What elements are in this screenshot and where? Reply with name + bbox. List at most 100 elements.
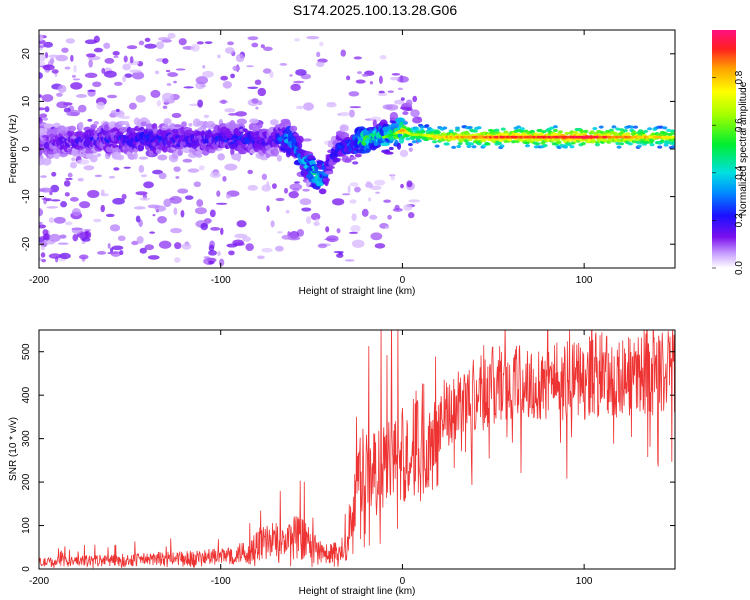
heatmap-cell	[411, 140, 417, 144]
heatmap-noise-cell	[225, 194, 232, 199]
heatmap-noise-cell	[247, 184, 258, 191]
heatmap-cell	[289, 125, 298, 132]
heatmap-cell	[349, 156, 357, 160]
heatmap-noise-cell	[48, 217, 55, 224]
heatmap-noise-cell	[106, 94, 118, 99]
heatmap-noise-cell	[377, 92, 388, 97]
heatmap-cell	[260, 156, 268, 161]
heatmap-cell	[671, 145, 675, 149]
heatmap-x-tick-label: -200	[29, 275, 49, 286]
heatmap-noise-cell	[39, 53, 46, 62]
chart-title: S174.2025.100.13.28.G06	[292, 2, 458, 18]
heatmap-noise-cell	[168, 197, 176, 201]
heatmap-noise-cell	[104, 57, 115, 64]
heatmap-noise-cell	[261, 173, 268, 181]
heatmap-cell	[295, 135, 304, 144]
heatmap-noise-cell	[365, 182, 374, 188]
heatmap-noise-cell	[50, 199, 61, 202]
heatmap-noise-cell	[183, 86, 194, 89]
heatmap-cell	[556, 145, 562, 150]
heatmap-noise-cell	[41, 94, 54, 102]
heatmap-noise-cell	[397, 87, 404, 91]
heatmap-cell	[145, 123, 154, 130]
heatmap-cell	[467, 125, 473, 130]
snr-x-tick-label: 0	[400, 576, 406, 587]
heatmap-noise-cell	[42, 64, 55, 71]
heatmap-noise-cell	[43, 41, 53, 48]
heatmap-noise-cell	[39, 34, 44, 42]
heatmap-noise-cell	[64, 192, 70, 197]
heatmap-cell	[389, 111, 399, 121]
heatmap-noise-cell	[69, 197, 79, 202]
heatmap-noise-cell	[290, 83, 301, 92]
heatmap-noise-cell	[42, 117, 49, 121]
heatmap-y-tick-label: 10	[21, 95, 32, 107]
heatmap-noise-cell	[41, 197, 53, 201]
heatmap-cell	[133, 151, 138, 160]
heatmap-noise-cell	[144, 244, 154, 251]
heatmap-cell	[516, 125, 522, 129]
heatmap-noise-cell	[294, 181, 301, 184]
heatmap-cell	[663, 143, 669, 147]
heatmap-noise-cell	[87, 190, 100, 199]
snr-line	[39, 330, 675, 569]
heatmap-noise-cell	[39, 117, 43, 124]
heatmap-noise-cell	[63, 107, 71, 113]
heatmap-noise-cell	[220, 227, 224, 236]
heatmap-noise-cell	[274, 245, 284, 252]
heatmap-noise-cell	[193, 181, 201, 188]
heatmap-cell	[388, 146, 394, 151]
heatmap-cell	[616, 145, 622, 149]
heatmap-cell	[658, 125, 664, 129]
heatmap-cell	[383, 151, 394, 155]
heatmap-cell	[402, 121, 408, 125]
heatmap-noise-cell	[167, 32, 176, 39]
heatmap-cell	[457, 141, 463, 146]
heatmap-cell	[68, 125, 77, 132]
heatmap-noise-cell	[122, 63, 131, 71]
heatmap-cell	[580, 141, 586, 146]
heatmap-noise-cell	[60, 201, 68, 208]
heatmap-noise-cell	[39, 113, 48, 118]
heatmap-cell	[476, 126, 482, 130]
heatmap-noise-cell	[121, 193, 127, 200]
heatmap-noise-cell	[316, 51, 321, 58]
heatmap-noise-cell	[66, 111, 80, 117]
heatmap-noise-cell	[215, 202, 228, 205]
heatmap-noise-cell	[394, 204, 400, 211]
heatmap-noise-cell	[40, 252, 46, 258]
heatmap-noise-cell	[79, 254, 89, 260]
colorbar-tick-label: 0.2	[734, 213, 745, 227]
heatmap-noise-cell	[144, 37, 151, 43]
heatmap-noise-cell	[171, 112, 182, 118]
heatmap-cell	[365, 147, 372, 152]
heatmap-cell	[93, 121, 100, 125]
heatmap-cell	[236, 152, 241, 162]
heatmap-noise-cell	[326, 103, 337, 108]
heatmap-noise-cell	[53, 216, 66, 224]
heatmap-noise-cell	[219, 99, 228, 104]
heatmap-noise-cell	[71, 74, 76, 78]
heatmap-noise-cell	[349, 182, 359, 187]
heatmap-cell	[622, 128, 628, 133]
heatmap-noise-cell	[227, 41, 234, 46]
heatmap-noise-cell	[263, 46, 273, 51]
heatmap-cell	[633, 125, 639, 129]
heatmap-cell	[647, 127, 653, 131]
heatmap-noise-cell	[124, 73, 133, 78]
heatmap-cell	[420, 130, 426, 134]
heatmap-noise-cell	[410, 109, 420, 118]
heatmap-noise-cell	[315, 218, 319, 225]
heatmap-cell	[269, 119, 279, 126]
heatmap-noise-cell	[136, 236, 144, 244]
heatmap-noise-cell	[406, 180, 413, 188]
heatmap-noise-cell	[129, 56, 134, 64]
heatmap-noise-cell	[224, 108, 236, 113]
heatmap-cell	[556, 140, 562, 144]
heatmap-noise-cell	[196, 41, 204, 45]
snr-y-tick-label: 200	[21, 473, 32, 490]
heatmap-noise-cell	[336, 228, 341, 234]
heatmap-noise-cell	[41, 258, 46, 263]
heatmap-noise-cell	[138, 164, 145, 173]
heatmap-cell	[552, 128, 558, 133]
